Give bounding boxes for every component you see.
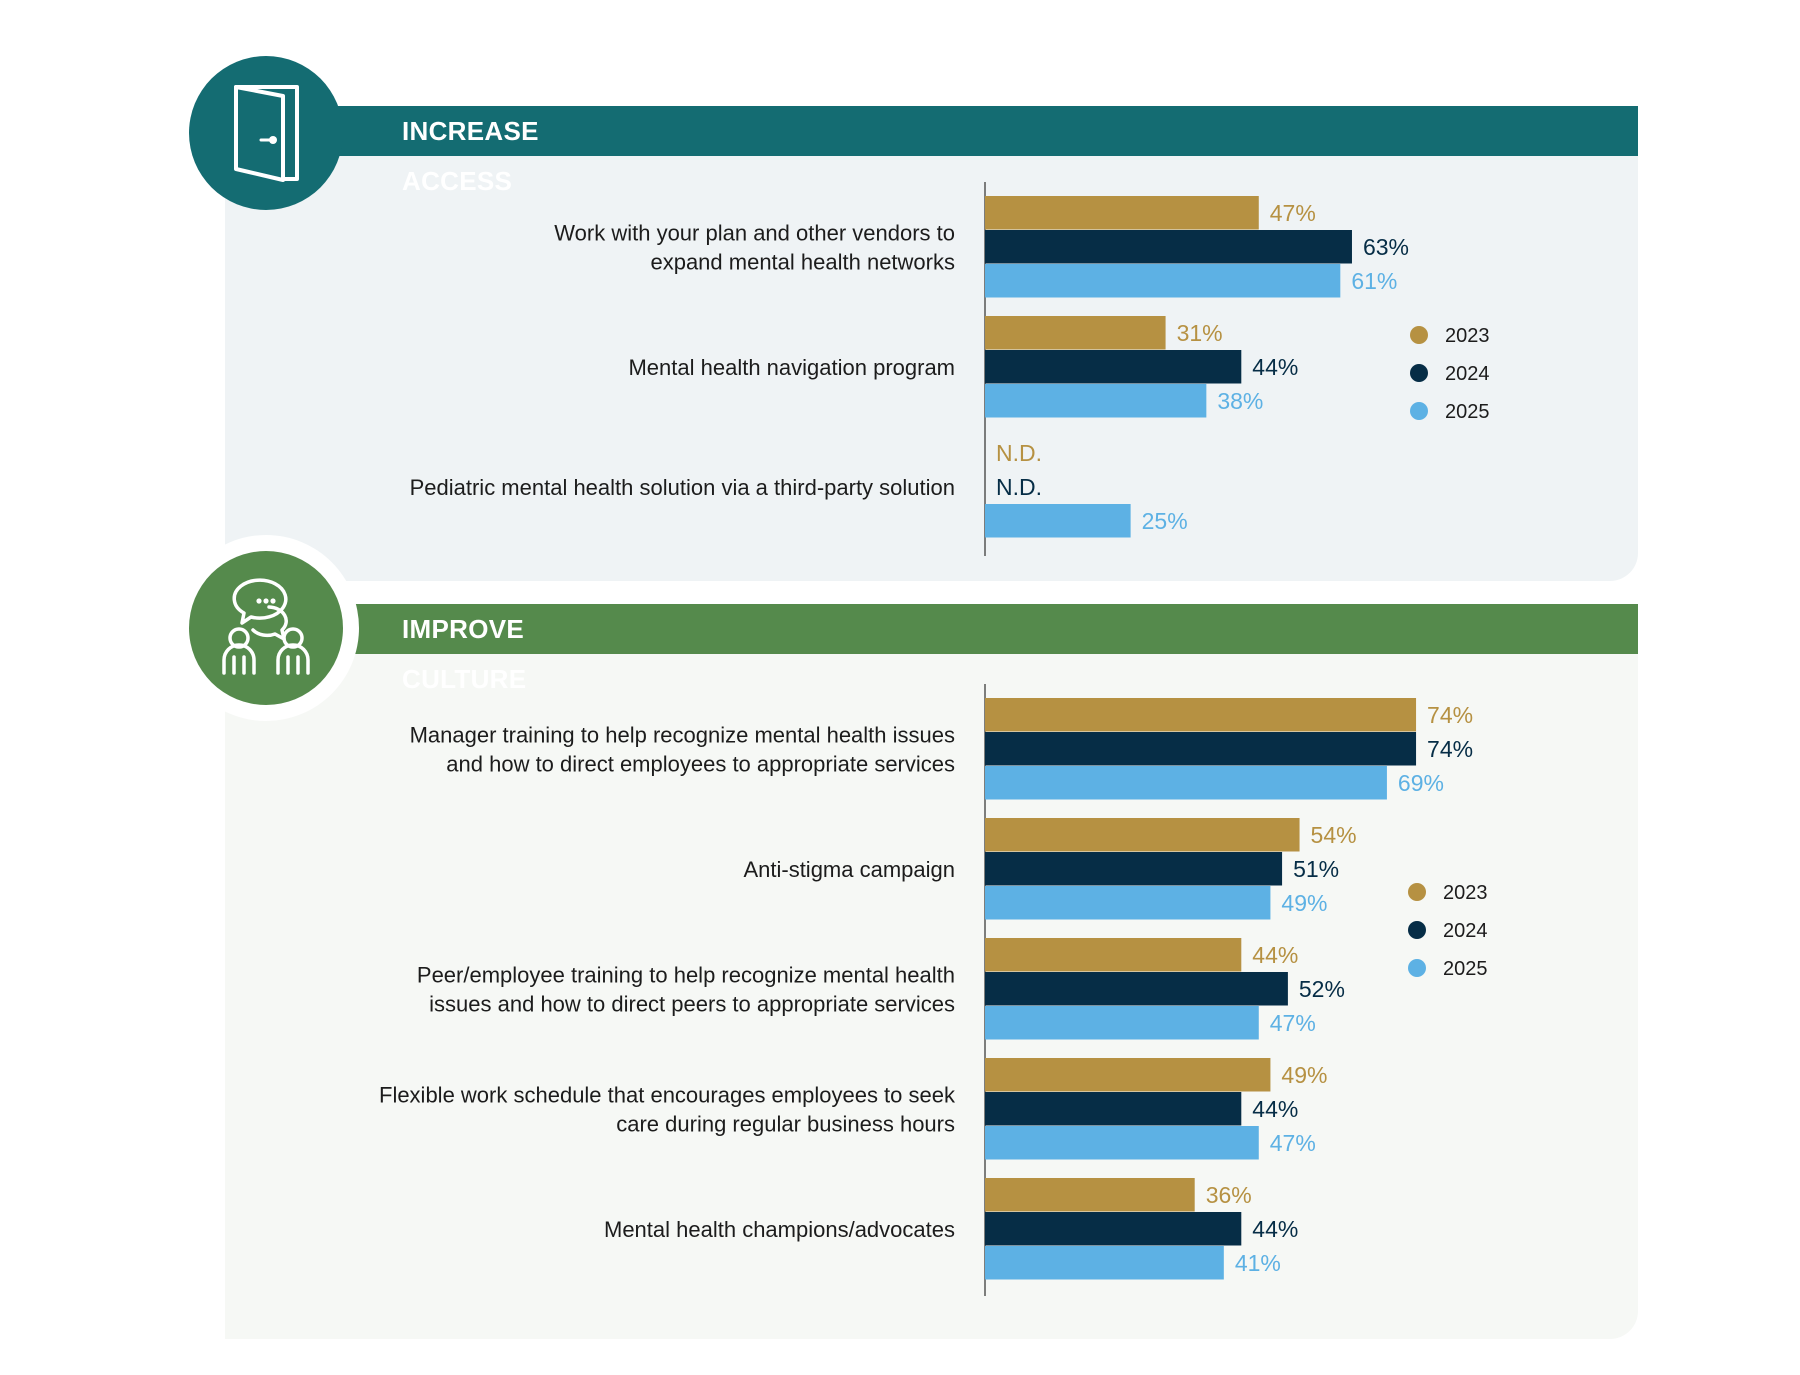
bar-2025 xyxy=(985,264,1341,298)
legend-label-2024: 2024 xyxy=(1445,363,1490,385)
bar-2024 xyxy=(985,1212,1242,1246)
bar-2024 xyxy=(985,230,1352,264)
legend-swatch-2025 xyxy=(1410,402,1428,420)
data-label-2023: 74% xyxy=(1427,702,1473,728)
bar-2025 xyxy=(985,1246,1224,1280)
bar-2025 xyxy=(985,504,1131,538)
legend-label-2024: 2024 xyxy=(1443,920,1488,942)
bar-2023 xyxy=(985,316,1166,350)
legend-label-2023: 2023 xyxy=(1445,325,1490,347)
bar-2025 xyxy=(985,384,1207,418)
bar-2024 xyxy=(985,1092,1242,1126)
bar-2024 xyxy=(985,732,1417,766)
increase-access-background xyxy=(225,155,1638,581)
category-label: Manager training to help recognize menta… xyxy=(410,723,955,748)
bar-2024 xyxy=(985,972,1288,1006)
legend-swatch-2025 xyxy=(1408,959,1426,977)
data-label-2025: 69% xyxy=(1398,770,1444,796)
data-label-2025: 49% xyxy=(1281,890,1327,916)
category-label: Pediatric mental health solution via a t… xyxy=(410,475,955,500)
legend-swatch-2024 xyxy=(1410,364,1428,382)
category-label: Anti-stigma campaign xyxy=(743,857,955,882)
category-label: care during regular business hours xyxy=(616,1112,955,1137)
bar-2024 xyxy=(985,350,1242,384)
data-label-2023: 54% xyxy=(1311,822,1357,848)
data-label-2023: 47% xyxy=(1270,200,1316,226)
bar-2023 xyxy=(985,698,1417,732)
bar-2025 xyxy=(985,1126,1259,1160)
data-label-2025: 38% xyxy=(1217,388,1263,414)
bar-2023 xyxy=(985,818,1300,852)
data-label-2025: 47% xyxy=(1270,1010,1316,1036)
data-label-2023: 49% xyxy=(1281,1062,1327,1088)
category-label: Mental health champions/advocates xyxy=(604,1217,955,1242)
category-label: Flexible work schedule that encourages e… xyxy=(379,1083,956,1108)
category-label: and how to direct employees to appropria… xyxy=(446,752,955,777)
data-label-2024: 44% xyxy=(1252,354,1298,380)
data-label-2023: N.D. xyxy=(996,440,1042,466)
data-label-2024: 44% xyxy=(1252,1216,1298,1242)
category-label: expand mental health networks xyxy=(650,250,955,275)
data-label-2025: 41% xyxy=(1235,1250,1281,1276)
bar-2023 xyxy=(985,1058,1271,1092)
bar-2025 xyxy=(985,766,1387,800)
data-label-2024: N.D. xyxy=(996,474,1042,500)
category-label: issues and how to direct peers to approp… xyxy=(429,992,955,1017)
conversation-people-icon xyxy=(189,551,343,705)
data-label-2024: 52% xyxy=(1299,976,1345,1002)
improve-culture-background xyxy=(225,653,1638,1339)
category-label: Work with your plan and other vendors to xyxy=(554,221,955,246)
bar-2025 xyxy=(985,886,1271,920)
legend-label-2023: 2023 xyxy=(1443,882,1488,904)
bar-2025 xyxy=(985,1006,1259,1040)
bar-2024 xyxy=(985,852,1283,886)
door-icon xyxy=(189,56,343,210)
data-label-2024: 44% xyxy=(1252,1096,1298,1122)
data-label-2025: 61% xyxy=(1351,268,1397,294)
category-label: Peer/employee training to help recognize… xyxy=(417,963,955,988)
data-label-2023: 44% xyxy=(1252,942,1298,968)
data-label-2025: 47% xyxy=(1270,1130,1316,1156)
legend-swatch-2023 xyxy=(1408,883,1426,901)
bar-2023 xyxy=(985,1178,1195,1212)
bar-2023 xyxy=(985,196,1259,230)
data-label-2024: 63% xyxy=(1363,234,1409,260)
data-label-2024: 51% xyxy=(1293,856,1339,882)
improve-culture-title: IMPROVE CULTURE xyxy=(402,614,527,694)
legend-label-2025: 2025 xyxy=(1443,958,1488,980)
data-label-2023: 31% xyxy=(1177,320,1223,346)
improve-culture-header-band xyxy=(230,604,1638,654)
legend-label-2025: 2025 xyxy=(1445,401,1490,423)
data-label-2024: 74% xyxy=(1427,736,1473,762)
increase-access-title: INCREASE ACCESS xyxy=(402,116,539,196)
data-label-2023: 36% xyxy=(1206,1182,1252,1208)
data-label-2025: 25% xyxy=(1142,508,1188,534)
legend-swatch-2024 xyxy=(1408,921,1426,939)
increase-access-header-band xyxy=(230,106,1638,156)
category-label: Mental health navigation program xyxy=(628,355,955,380)
bar-2023 xyxy=(985,938,1242,972)
legend-swatch-2023 xyxy=(1410,326,1428,344)
